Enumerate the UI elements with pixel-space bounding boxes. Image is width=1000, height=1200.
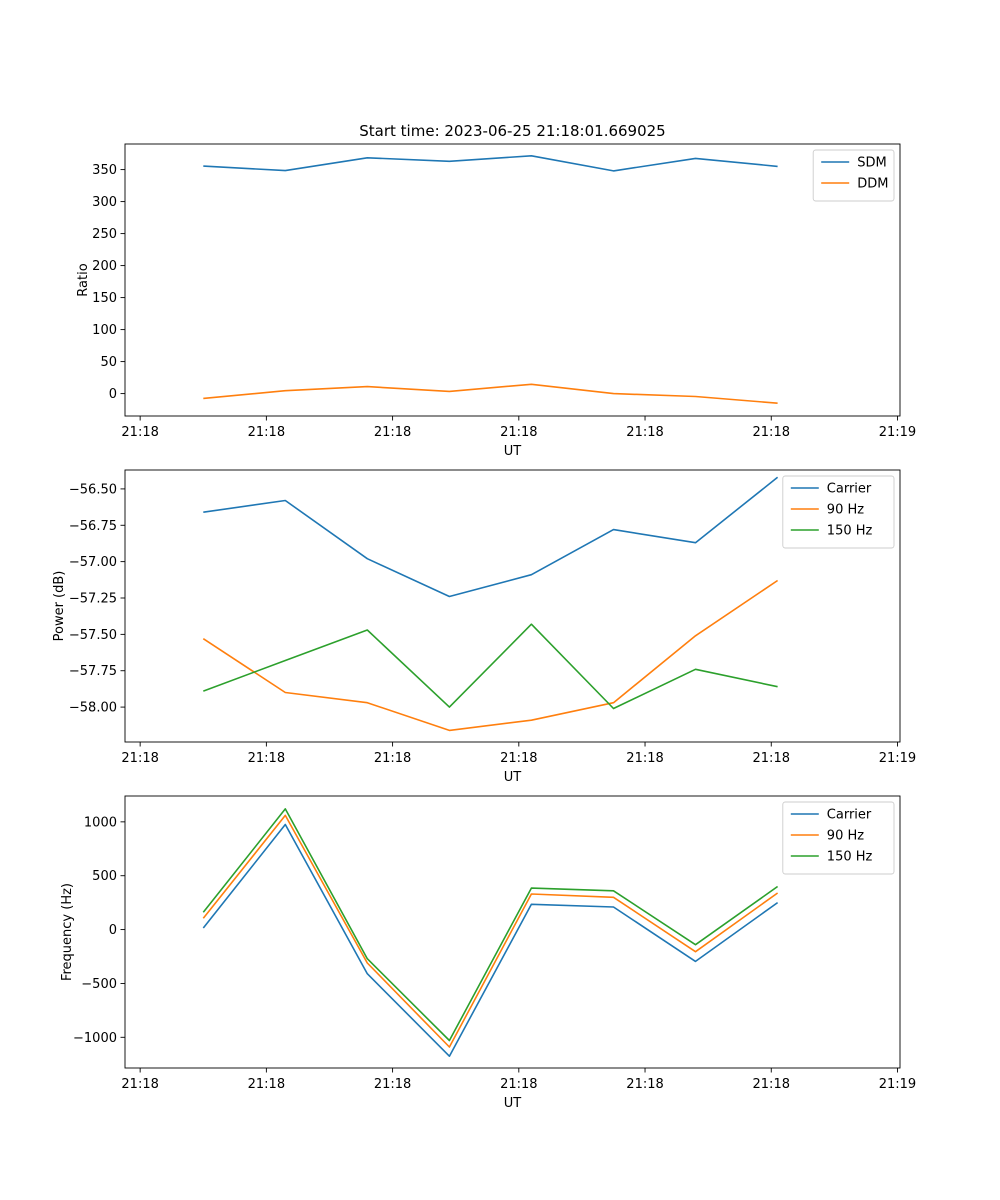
- power-series-90-hz-line: [202, 579, 779, 732]
- ratio-x-tick-label: 21:18: [626, 425, 663, 440]
- ratio-y-tick-label: 200: [92, 259, 117, 274]
- power-y-tick-label: −57.00: [69, 555, 117, 570]
- power-x-tick-label: 21:18: [374, 751, 411, 766]
- ratio-legend-label-ddm: DDM: [857, 177, 888, 192]
- frequency-x-tick-label: 21:18: [121, 1077, 158, 1092]
- power-series-150-hz-line: [203, 623, 778, 710]
- ratio-x-tick-label: 21:19: [879, 425, 916, 440]
- ratio-y-axis-label: Ratio: [76, 263, 91, 296]
- figure-title: Start time: 2023-06-25 21:18:01.669025: [359, 122, 665, 140]
- frequency-x-tick-label: 21:18: [248, 1077, 285, 1092]
- ratio-x-tick-label: 21:18: [121, 425, 158, 440]
- ratio-x-axis-label: UT: [504, 444, 522, 459]
- power-y-tick-label: −57.25: [69, 592, 117, 607]
- frequency-y-tick-label: −500: [81, 977, 117, 992]
- power-x-tick-label: 21:18: [753, 751, 790, 766]
- power-x-tick-label: 21:19: [879, 751, 916, 766]
- frequency-y-tick-label: 0: [109, 923, 117, 938]
- power-y-tick-label: −56.75: [69, 519, 117, 534]
- power-legend-label-carrier: Carrier: [827, 482, 872, 497]
- power-legend: Carrier 90 Hz 150 Hz: [782, 475, 895, 549]
- power-x-tick-label: 21:18: [500, 751, 537, 766]
- power-legend-label-90-hz: 90 Hz: [827, 503, 864, 518]
- frequency-panel: 21:18 21:18 21:18 21:18 21:18 21:18 21:19 UT −10…: [60, 795, 916, 1111]
- frequency-y-tick-label: −1000: [73, 1031, 117, 1046]
- frequency-y-axis-label: Frequency (Hz): [60, 883, 75, 981]
- power-y-tick-label: −56.50: [69, 482, 117, 497]
- ratio-axes-frame: [124, 143, 901, 417]
- ratio-y-tick-label: 50: [100, 355, 117, 370]
- ratio-y-tick-label: 100: [92, 323, 117, 338]
- power-x-tick-label: 21:18: [121, 751, 158, 766]
- power-y-axis-label: Power (dB): [52, 571, 67, 642]
- power-x-axis-label: UT: [504, 770, 522, 785]
- frequency-y-tick-label: 500: [92, 869, 117, 884]
- frequency-x-tick-label: 21:18: [753, 1077, 790, 1092]
- ratio-y-tick-label: 350: [92, 163, 117, 178]
- frequency-axes-frame: [124, 795, 901, 1069]
- ratio-panel: 21:18 21:18 21:18 21:18 21:18 21:18 21:19 UT 0 50…: [76, 143, 916, 459]
- frequency-legend-label-150-hz: 150 Hz: [827, 850, 873, 865]
- frequency-x-tick-label: 21:18: [500, 1077, 537, 1092]
- ratio-legend: SDM DDM: [812, 149, 895, 202]
- frequency-x-tick-label: 21:19: [879, 1077, 916, 1092]
- power-legend-label-150-hz: 150 Hz: [827, 524, 873, 539]
- frequency-legend-label-carrier: Carrier: [827, 808, 872, 823]
- power-y-tick-label: −57.50: [69, 628, 117, 643]
- ratio-x-tick-label: 21:18: [500, 425, 537, 440]
- power-y-tick-label: −57.75: [69, 664, 117, 679]
- power-x-tick-label: 21:18: [248, 751, 285, 766]
- frequency-legend-label-90-hz: 90 Hz: [827, 829, 864, 844]
- frequency-series-carrier-line: [202, 823, 779, 1057]
- ratio-x-tick-label: 21:18: [374, 425, 411, 440]
- ratio-legend-label-sdm: SDM: [857, 156, 886, 171]
- power-x-tick-label: 21:18: [626, 751, 663, 766]
- frequency-series-90-hz-line: [202, 814, 779, 1048]
- ratio-series-sdm-line: [203, 155, 778, 172]
- frequency-y-tick-label: 1000: [84, 815, 117, 830]
- ratio-x-tick-label: 21:18: [248, 425, 285, 440]
- frequency-x-tick-label: 21:18: [626, 1077, 663, 1092]
- panels: 21:18 21:18 21:18 21:18 21:18 21:18 21:19 UT 0 50…: [52, 143, 916, 1111]
- frequency-series-150-hz-line: [202, 808, 779, 1042]
- power-axes-frame: [124, 469, 901, 743]
- power-panel: 21:18 21:18 21:18 21:18 21:18 21:18 21:19 UT −58…: [52, 469, 916, 785]
- ratio-y-tick-label: 150: [92, 291, 117, 306]
- frequency-legend: Carrier 90 Hz 150 Hz: [782, 801, 895, 875]
- frequency-x-tick-label: 21:18: [374, 1077, 411, 1092]
- ratio-y-tick-label: 300: [92, 195, 117, 210]
- frequency-x-axis-label: UT: [504, 1096, 522, 1111]
- ratio-y-tick-label: 0: [109, 387, 117, 402]
- ratio-x-tick-label: 21:18: [753, 425, 790, 440]
- ratio-y-tick-label: 250: [92, 227, 117, 242]
- power-series-carrier-line: [203, 476, 779, 598]
- ratio-series-ddm-line: [203, 383, 778, 404]
- power-y-tick-label: −58.00: [69, 701, 117, 716]
